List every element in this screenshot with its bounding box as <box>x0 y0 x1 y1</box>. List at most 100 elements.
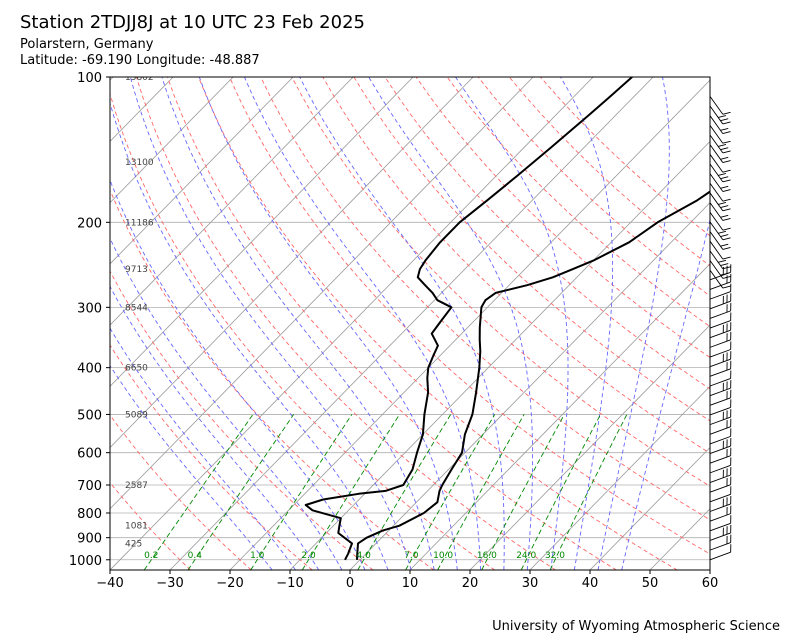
y-tick-label: 400 <box>77 362 102 377</box>
y-tick-label: 200 <box>77 216 102 231</box>
mixing-ratio-line <box>187 414 295 570</box>
isotherm <box>409 263 710 570</box>
mixing-ratio-line <box>405 414 496 570</box>
wind-barb <box>709 515 732 532</box>
height-label: 1081 <box>125 522 148 532</box>
dry-adiabat <box>415 77 710 359</box>
dewpoint-profile <box>304 77 633 561</box>
mixing-ratio-line <box>301 414 400 570</box>
wind-barb <box>709 144 731 163</box>
dry-adiabat <box>110 92 495 570</box>
station-location: Polarstern, Germany <box>20 37 154 52</box>
height-label: 8544 <box>125 303 148 313</box>
mixing-ratio-label: 0.4 <box>188 551 203 561</box>
dry-adiabat <box>166 77 617 570</box>
wind-barb <box>709 183 731 202</box>
wind-barb <box>709 240 731 260</box>
wind-barb <box>709 341 732 358</box>
wind-barb <box>709 105 731 125</box>
isotherm <box>589 446 710 570</box>
x-tick-label: −40 <box>96 576 123 591</box>
dry-adiabat <box>540 77 710 237</box>
isotherm <box>110 77 354 326</box>
credit-label: University of Wyoming Atmospheric Scienc… <box>492 619 780 634</box>
isotherm <box>110 77 234 204</box>
y-tick-label: 700 <box>77 479 102 494</box>
wind-barb <box>709 524 732 541</box>
mixing-ratio-label: 24.0 <box>516 551 536 561</box>
wind-barb <box>709 331 732 348</box>
wind-barb <box>709 399 732 416</box>
x-tick-label: 0 <box>346 576 354 591</box>
wind-barb <box>709 370 732 387</box>
wind-barb <box>709 322 732 339</box>
isotherm <box>110 77 174 143</box>
x-tick-label: −20 <box>216 576 243 591</box>
wind-barb <box>709 163 731 183</box>
isotherm <box>110 77 594 570</box>
height-label: 9713 <box>125 265 148 275</box>
wind-barb <box>709 476 732 493</box>
wind-barb <box>709 221 731 241</box>
mixing-ratio-label: 10.0 <box>433 551 453 561</box>
temperature-profile <box>356 190 710 560</box>
mixing-ratio-label: 0.2 <box>144 551 158 561</box>
wind-barb <box>709 125 731 144</box>
wind-barb <box>709 192 731 212</box>
dry-adiabat <box>477 77 710 297</box>
y-tick-label: 800 <box>77 507 102 522</box>
y-tick-label: 1000 <box>69 554 102 569</box>
plot-frame <box>109 76 711 571</box>
wind-barb <box>709 250 731 270</box>
y-tick-label: 500 <box>77 408 102 423</box>
isotherm <box>110 77 414 387</box>
isotherm <box>169 77 654 570</box>
wind-barb <box>709 447 732 464</box>
wind-barb <box>709 486 732 503</box>
plot-area: 15802 13100 11186 9713 8544 6650 5089 2587 1081 4… <box>0 77 710 570</box>
dry-adiabat <box>198 77 678 570</box>
x-tick-label: 30 <box>522 576 539 591</box>
wind-barb <box>709 438 732 455</box>
wind-barb <box>709 260 731 279</box>
wind-barb <box>709 409 732 426</box>
dry-adiabat <box>110 414 252 570</box>
height-label: 425 <box>125 539 142 549</box>
wind-barb <box>709 351 732 368</box>
mixing-ratio-label: 32.0 <box>545 551 565 561</box>
wind-barb <box>709 312 732 329</box>
wind-barb <box>709 154 731 173</box>
y-tick-label: 600 <box>77 447 102 462</box>
wind-barb <box>709 505 732 522</box>
moist-adiabat <box>455 77 569 570</box>
x-tick-label: −10 <box>276 576 303 591</box>
moist-adiabat <box>110 178 366 570</box>
wind-barb <box>709 173 731 192</box>
wind-barb <box>709 389 732 406</box>
height-label: 5089 <box>125 410 148 420</box>
isotherm <box>529 385 710 570</box>
x-tick-label: 20 <box>462 576 479 591</box>
isotherm <box>110 77 534 510</box>
moist-adiabat <box>110 285 320 570</box>
mixing-ratio-line <box>250 414 353 570</box>
dry-adiabat <box>229 77 710 555</box>
isotherm <box>349 202 710 570</box>
wind-barb <box>709 544 732 561</box>
wind-barb <box>709 269 731 289</box>
isotherm <box>110 77 294 265</box>
height-label: 2587 <box>125 481 148 491</box>
mixing-ratio-label: 4.0 <box>357 551 372 561</box>
dry-adiabat <box>110 189 435 570</box>
isotherm <box>0 77 53 570</box>
height-label: 13100 <box>125 158 154 168</box>
wind-barb <box>709 495 732 512</box>
wind-barb <box>709 96 731 115</box>
isotherm <box>469 324 710 570</box>
moist-adiabat <box>560 77 614 570</box>
wind-barb <box>709 283 732 300</box>
x-tick-label: 40 <box>582 576 599 591</box>
wind-barb <box>709 466 732 483</box>
mixing-ratio-label: 16.0 <box>477 551 497 561</box>
